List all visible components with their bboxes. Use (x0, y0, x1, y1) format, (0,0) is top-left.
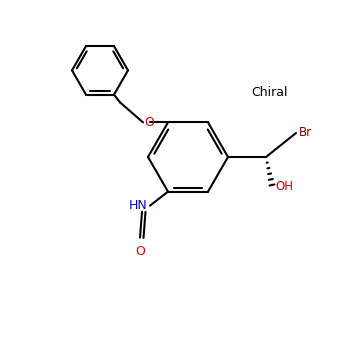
Text: O: O (144, 116, 154, 129)
Text: HN: HN (129, 199, 148, 212)
Text: OH: OH (275, 180, 293, 193)
Text: Chiral: Chiral (252, 85, 288, 98)
Text: Br: Br (299, 126, 312, 139)
Text: O: O (135, 245, 145, 258)
